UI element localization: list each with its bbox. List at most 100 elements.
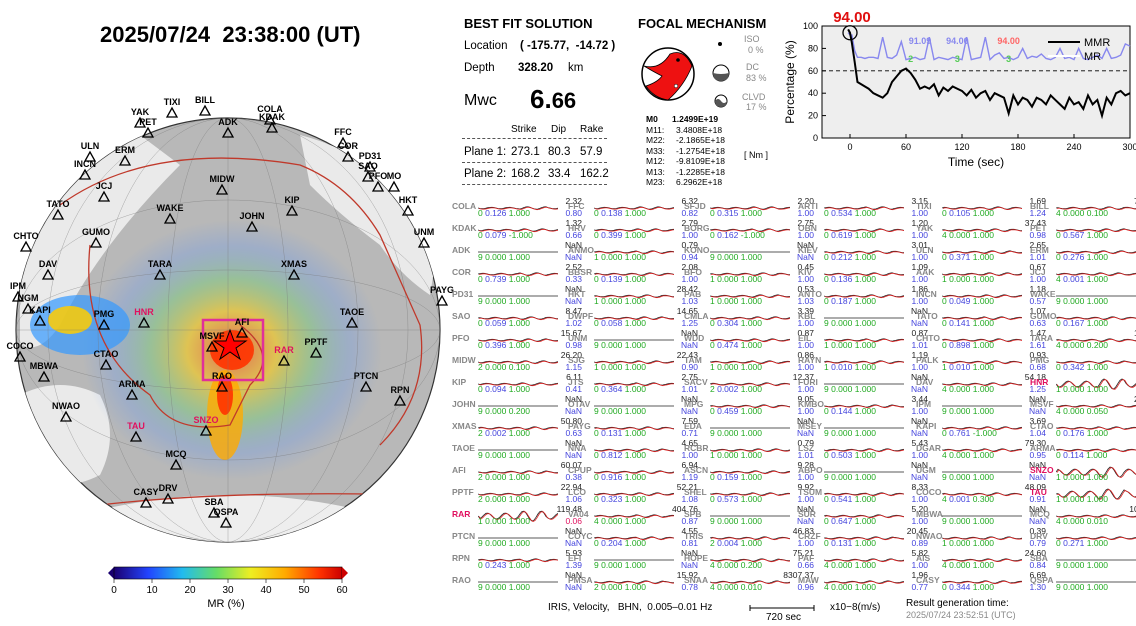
waveform-trace [942,405,1022,407]
station-params: 0 0.459 1.000 [710,406,762,416]
station-cell-pmsa: PMSA 15.92 2 0.000 1.000 0.78 [564,570,704,593]
station-amplitude: NaN [910,306,928,316]
station-amplitude: 22.43 [676,350,698,360]
moment-value: -2.1865E+18 [676,135,725,145]
station-name: SFJD [684,201,706,211]
station-cell-aak: AAK 0.67 1 0.000 1.000 1.00 [912,262,1052,285]
waveform-trace [710,338,790,343]
station-count: 2 [478,362,486,372]
station-value1: 0.094 [485,384,509,394]
station-amplitude: NaN [796,416,814,426]
station-value2: 0.200 [1086,340,1109,350]
station-value1: 0.739 [485,274,509,284]
station-name: KAPI [916,421,937,431]
station-params: 4 0.000 1.000 [942,560,994,570]
waveform-trace [710,272,790,277]
station-value2: 1.000 [508,472,531,482]
station-count: 1 [594,252,602,262]
station-name: XMAS [452,421,477,431]
station-amplitude: 2.32 [565,196,582,206]
station-marker-incn: INCN [74,159,96,180]
station-name: SPB [684,509,702,519]
x-tick-label: 60 [901,142,911,152]
station-marker-sao: SAO [358,161,378,182]
station-variance-reduction: 0.63 [1029,318,1046,328]
station-name: DAV [916,377,934,387]
station-variance-reduction: 0.57 [1029,296,1046,306]
station-marker-nwao: NWAO [52,401,80,422]
station-label: ADK [218,117,238,127]
station-name: JOHN [452,399,476,409]
station-amplitude: 8.33 [911,482,928,492]
station-params: 1 0.000 1.000 [710,296,762,306]
station-marker-uln: ULN [81,141,99,162]
station-count: 9 [942,516,950,526]
station-marker-tara: TARA [148,259,173,280]
station-name: MCQ [1030,509,1050,519]
station-value2: 1.000 [854,560,877,570]
station-cell-cola: COLA 2.32 0 0.126 1.000 0.80 [448,196,588,219]
station-count: 0 [594,318,602,328]
station-value2: 1.000 [624,494,647,504]
station-count: 0 [942,252,950,262]
station-amplitude: 50.80 [560,416,582,426]
station-value2: 1.000 [508,582,531,592]
moment-key: M12: [646,156,665,166]
station-value2: 1.000 [624,406,647,416]
station-cell-hrv: HRV 2.79 0 0.399 1.000 1.00 [564,218,704,241]
waveform-trace [594,250,674,255]
station-value2: 1.000 [1086,450,1108,460]
station-count: 0 [710,340,718,350]
station-variance-reduction: 0.06 [565,516,582,526]
station-amplitude: NaN [1028,460,1046,470]
station-name: SJG [568,355,586,365]
station-name: UNM [568,333,588,343]
station-cell-bill: BILL780.774 0.000 0.1000.90 [1026,196,1136,219]
station-value2: 1.000 [508,538,531,548]
station-amplitude: 5.93 [565,548,582,558]
station-variance-reduction: 1.00 [911,230,928,240]
station-variance-reduction: 1.00 [797,538,814,548]
station-name: PAYG [568,421,591,431]
source-region-box [201,318,265,382]
waveform-trace [710,558,790,563]
moment-row: M12: -9.8109E+18 [646,156,746,167]
station-params: 0 0.243 1.000 [478,560,530,570]
station-label: HNR [134,307,154,317]
station-name: TATO [916,311,938,321]
station-params: 9 0.000 1.000 [1056,296,1108,306]
waveform-trace [942,360,1022,365]
station-name: TSUM [798,487,823,497]
station-cell-midw: MIDW 26.20 2 0.000 0.100 1.15 [448,350,588,373]
station-cell-payg: PAYG 7.59 0 0.131 1.000 0.71 [564,416,704,439]
station-value2: 1.000 [508,494,531,504]
station-amplitude: 2.75 [681,372,698,382]
station-amplitude: 2.75 [797,218,814,228]
station-value2: 1.000 [972,208,995,218]
station-variance-reduction: NaN [1028,406,1046,416]
station-marker-pptf: PPTF [304,337,328,358]
station-count: 2 [710,538,718,548]
station-cell-bbsr: BBSR 2.08 0 0.139 1.000 1.00 [564,262,704,285]
waveform-trace [942,536,1022,541]
station-count: 0 [824,230,832,240]
station-count: 4 [1056,340,1064,350]
waveform-trace [824,471,904,473]
station-name: ARMA [1030,443,1056,453]
station-value2: 1.000 [624,538,647,548]
station-params: 2 0.000 1.000 [478,472,530,482]
station-params: 4 0.000 0.010 [710,582,762,592]
station-variance-reduction: 1.00 [797,384,814,394]
waveform-trace [478,492,558,496]
station-cell-nwao: NWAO 0.39 1 0.000 1.000 0.79 [912,526,1052,549]
station-name: FURI [798,377,818,387]
station-value1: 0.323 [601,494,625,504]
station-label: UNM [414,227,435,237]
waveform-trace [1056,581,1136,583]
data-source-footer: IRIS, Velocity, BHN, 0.005–0.01 Hz [548,602,713,613]
station-amplitude: NaN [680,394,698,404]
station-variance-reduction: 1.00 [911,296,928,306]
station-amplitude: 6.69 [1029,570,1046,580]
station-params: 2 0.000 0.100 [478,362,530,372]
station-amplitude: 28.42 [676,284,698,294]
